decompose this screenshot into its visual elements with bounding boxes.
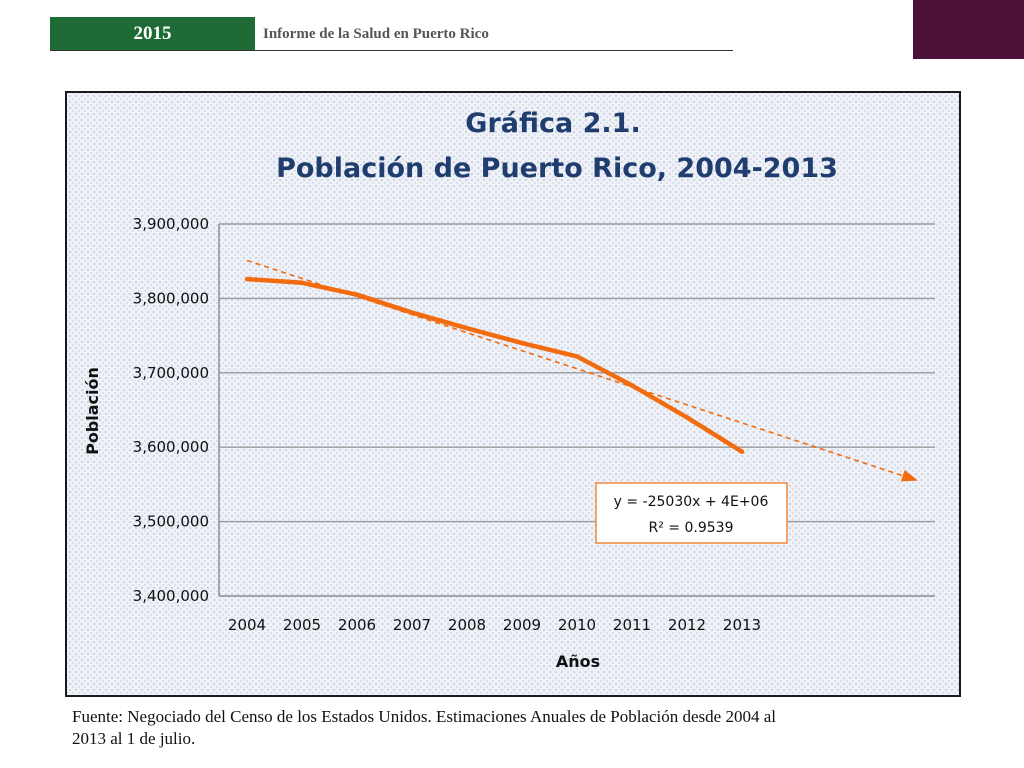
report-year-badge: 2015 [50,17,255,50]
x-tick-label: 2013 [723,616,761,634]
x-tick-label: 2012 [668,616,706,634]
x-axis-ticks: 2004 2005 2006 2007 2008 2009 2010 2011 2012 2013 [228,616,761,634]
x-tick-label: 2009 [503,616,541,634]
chart-subtitle: Población de Puerto Rico, 2004-2013 [276,153,838,184]
data-point [684,415,690,420]
report-title: Informe de la Salud en Puerto Rico [263,26,489,42]
chart-frame: Gráfica 2.1. Población de Puerto Rico, 2… [65,91,961,697]
y-tick-label: 3,700,000 [133,364,209,382]
data-point [244,276,250,282]
x-tick-label: 2004 [228,616,266,634]
trendline-equation: y = -25030x + 4E+06 [614,494,769,510]
gridlines [218,223,935,597]
y-axis-title: Población [83,367,102,455]
data-point [629,383,635,388]
x-tick-label: 2008 [448,616,486,634]
x-tick-label: 2005 [283,616,321,634]
data-point [574,354,580,359]
y-axis-ticks: 3,400,000 3,500,000 3,600,000 3,700,000 3,80… [133,215,209,605]
corner-accent-block [913,0,1024,59]
trendline [246,259,904,477]
y-tick-label: 3,600,000 [133,438,209,456]
source-note: Fuente: Negociado del Censo de los Estad… [72,707,776,748]
y-tick-label: 3,900,000 [133,215,209,233]
population-line-chart: Gráfica 2.1. Población de Puerto Rico, 2… [83,108,935,671]
data-point [464,325,470,331]
chart-title: Gráfica 2.1. [465,108,640,139]
data-point [739,449,745,454]
header-divider [50,50,733,51]
data-point [409,310,415,315]
x-axis-title: Años [556,652,600,671]
y-tick-label: 3,800,000 [133,289,209,307]
x-tick-label: 2007 [393,616,431,634]
trendline-arrowhead [900,469,918,482]
data-point [299,280,305,285]
trendline-equation-box: y = -25030x + 4E+06 R² = 0.9539 [595,482,788,544]
x-tick-label: 2011 [613,616,651,634]
series-line-0 [244,276,745,454]
x-tick-label: 2010 [558,616,596,634]
trendline-r-squared: R² = 0.9539 [649,520,734,536]
series-group [244,276,745,454]
data-point [354,292,360,297]
x-tick-label: 2006 [338,616,376,634]
y-tick-label: 3,500,000 [133,513,209,531]
y-tick-label: 3,400,000 [133,587,209,605]
data-point [519,340,525,346]
trendline-group [246,259,918,482]
